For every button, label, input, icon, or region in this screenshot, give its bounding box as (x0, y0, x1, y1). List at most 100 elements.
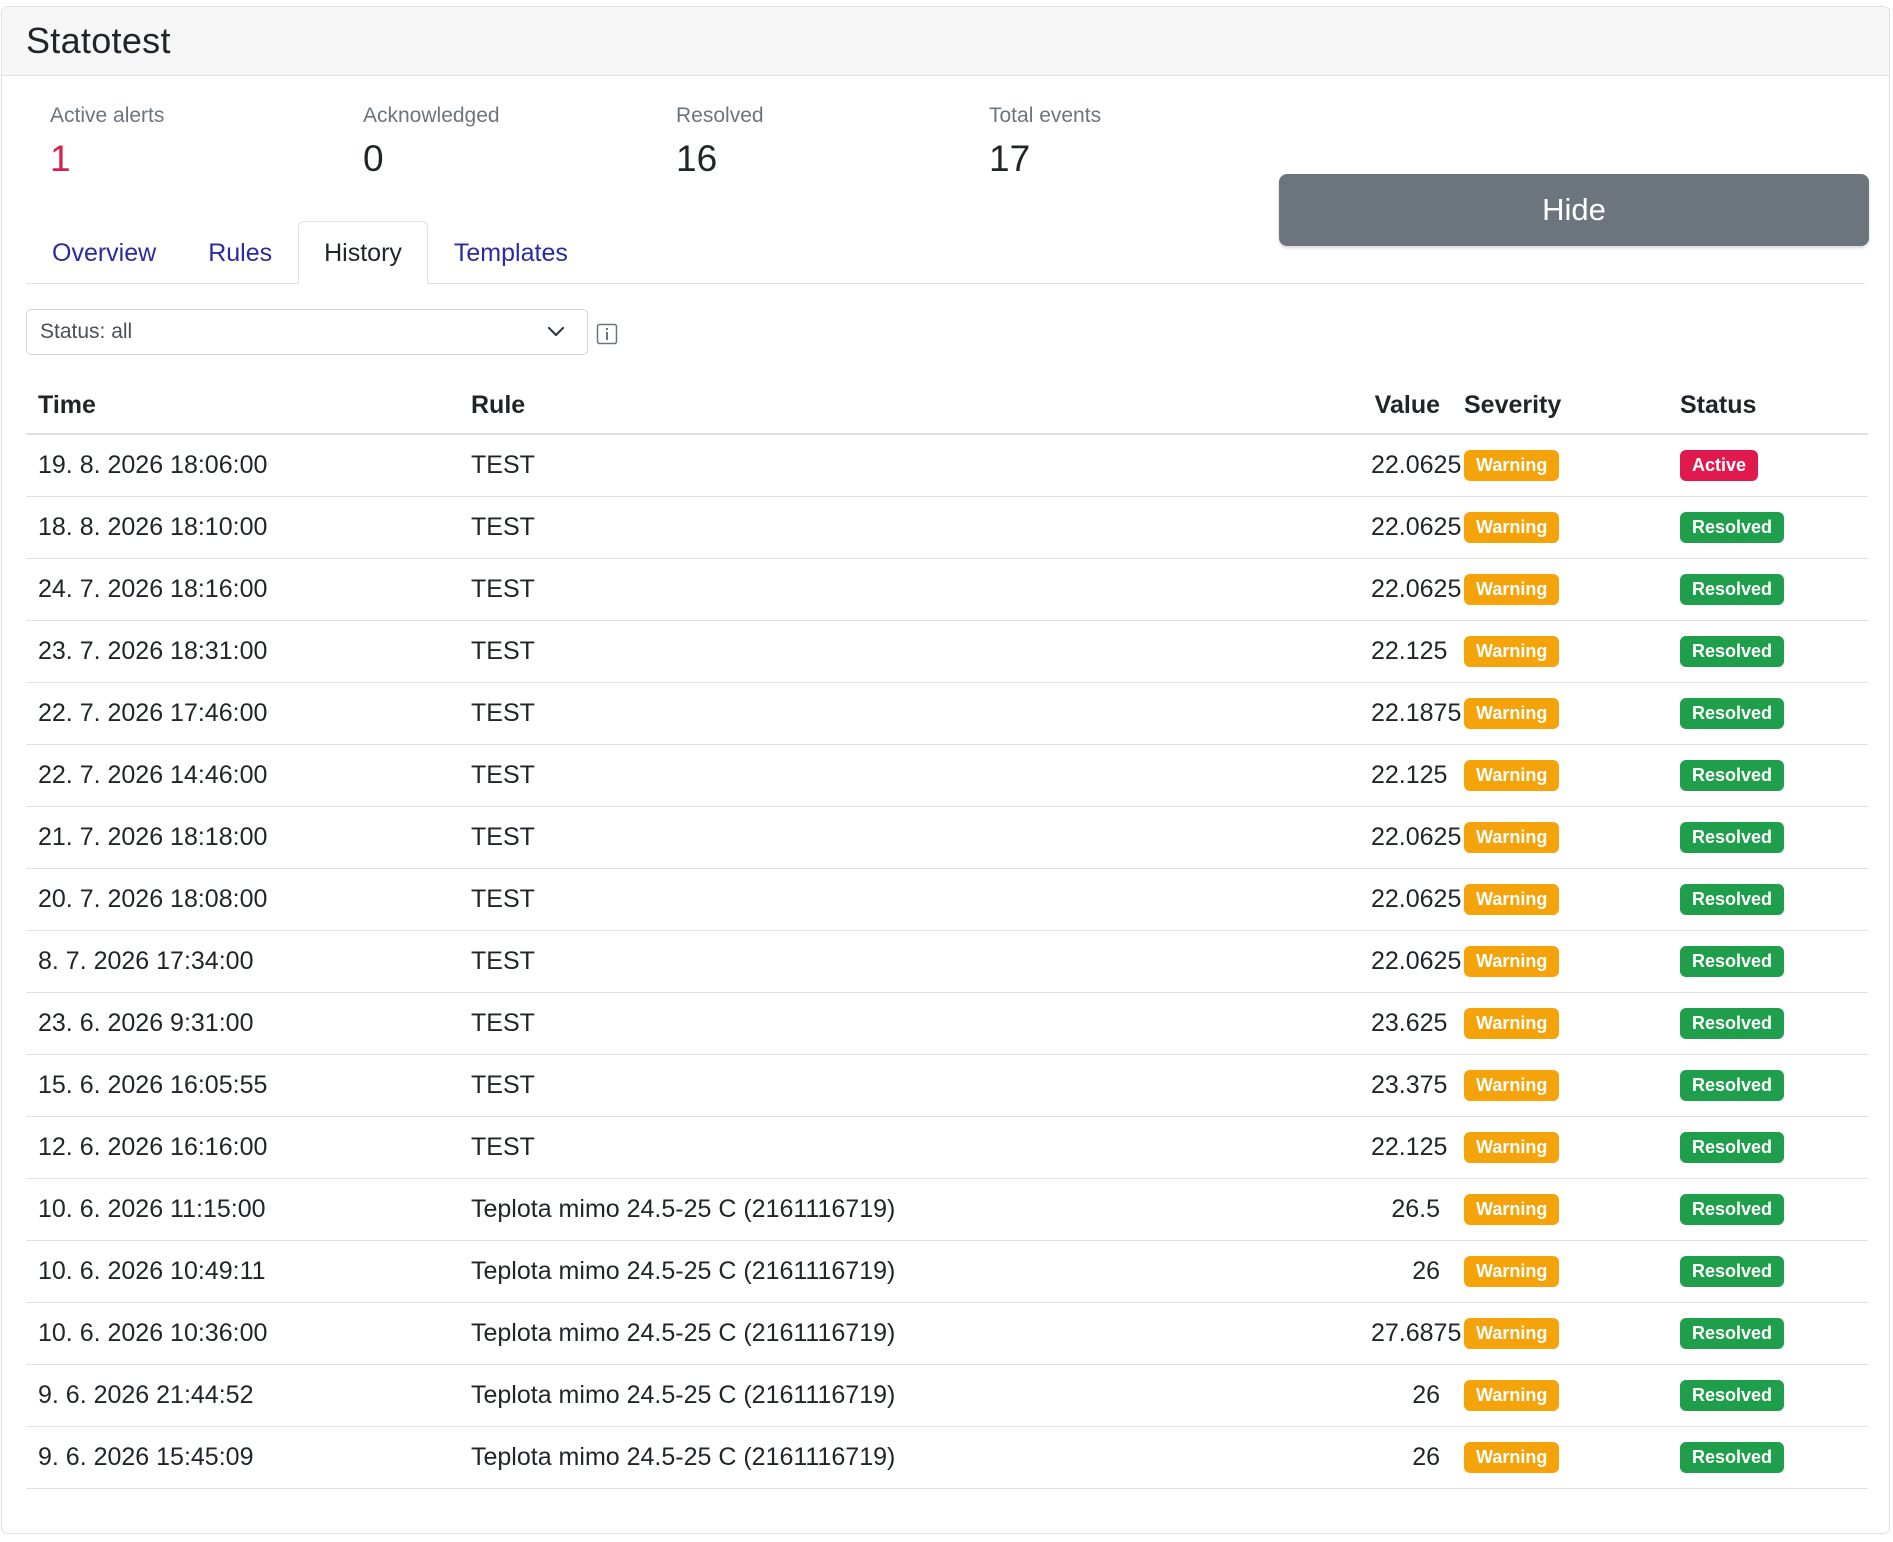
status-badge: Resolved (1680, 512, 1785, 543)
table-header-row: Time Rule Value Severity Status (26, 378, 1868, 435)
cell-value: 22.0625 (1359, 930, 1461, 993)
cell-time: 19. 8. 2026 18:06:00 (26, 434, 459, 497)
status-badge: Resolved (1680, 760, 1785, 791)
stat-label: Total events (989, 104, 1102, 127)
cell-severity: Warning (1452, 1116, 1668, 1179)
severity-badge: Warning (1464, 822, 1560, 853)
cell-time: 23. 7. 2026 18:31:00 (26, 620, 459, 683)
status-badge: Resolved (1680, 636, 1785, 667)
table-row: 10. 6. 2026 10:49:11 Teplota mimo 24.5-25… (26, 1240, 1868, 1303)
cell-value: 22.125 (1359, 744, 1452, 807)
severity-badge: Warning (1464, 1380, 1560, 1411)
cell-time: 9. 6. 2026 21:44:52 (26, 1364, 459, 1427)
severity-badge: Warning (1464, 636, 1560, 667)
cell-rule: TEST (459, 434, 1359, 497)
info-icon[interactable] (596, 323, 618, 345)
cell-severity: Warning (1452, 930, 1668, 993)
table-row: 20. 7. 2026 18:08:00 TEST 22.0625 Warning Re… (26, 868, 1868, 931)
table-row: 23. 6. 2026 9:31:00 TEST 23.625 Warning Reso… (26, 992, 1868, 1055)
cell-rule: TEST (459, 558, 1359, 621)
cell-status: Active (1668, 434, 1868, 497)
cell-time: 23. 6. 2026 9:31:00 (26, 992, 459, 1055)
chevron-down-icon (547, 326, 565, 337)
cell-status: Resolved (1668, 868, 1868, 931)
cell-severity: Warning (1452, 1054, 1668, 1117)
severity-badge: Warning (1464, 574, 1560, 605)
cell-severity: Warning (1452, 558, 1668, 621)
cell-rule: TEST (459, 806, 1359, 869)
hide-button[interactable]: Hide (1279, 174, 1869, 246)
cell-rule: TEST (459, 496, 1359, 559)
cell-severity: Warning (1452, 496, 1668, 559)
status-badge: Resolved (1680, 822, 1785, 853)
cell-rule: TEST (459, 1054, 1359, 1117)
cell-status: Resolved (1668, 992, 1868, 1055)
severity-badge: Warning (1464, 1256, 1560, 1287)
cell-status: Resolved (1668, 1054, 1868, 1117)
cell-rule: TEST (459, 744, 1359, 807)
table-row: 9. 6. 2026 15:45:09 Teplota mimo 24.5-25 … (26, 1426, 1868, 1489)
tab-rules[interactable]: Rules (208, 239, 273, 267)
cell-status: Resolved (1668, 1178, 1868, 1241)
stats-row: Active alerts 1 Acknowledged 0 Resolved … (26, 76, 1865, 221)
status-badge: Resolved (1680, 1070, 1785, 1101)
table-row: 22. 7. 2026 17:46:00 TEST 22.1875 Warning Re… (26, 682, 1868, 745)
page-title: Statotest (26, 20, 171, 61)
cell-status: Resolved (1668, 1426, 1868, 1489)
cell-rule: Teplota mimo 24.5-25 C (2161116719) (459, 1240, 1359, 1303)
cell-time: 22. 7. 2026 14:46:00 (26, 744, 459, 807)
cell-severity: Warning (1452, 868, 1668, 931)
table-row: 18. 8. 2026 18:10:00 TEST 22.0625 Warning Re… (26, 496, 1868, 559)
tab-templates[interactable]: Templates (453, 239, 568, 267)
cell-severity: Warning (1452, 434, 1668, 497)
header-rule: Rule (459, 378, 1359, 435)
cell-time: 10. 6. 2026 10:49:11 (26, 1240, 459, 1303)
stat-label: Active alerts (50, 104, 165, 127)
stat-value: 17 (989, 138, 1031, 179)
table-body: 19. 8. 2026 18:06:00 TEST 22.0625 Warning Ac… (26, 434, 1868, 1489)
status-badge: Resolved (1680, 946, 1785, 977)
cell-time: 21. 7. 2026 18:18:00 (26, 806, 459, 869)
status-badge: Resolved (1680, 1132, 1785, 1163)
cell-value: 23.625 (1359, 992, 1452, 1055)
cell-status: Resolved (1668, 806, 1868, 869)
stat-resolved: Resolved 16 (676, 104, 764, 180)
cell-severity: Warning (1452, 806, 1668, 869)
cell-time: 10. 6. 2026 11:15:00 (26, 1178, 459, 1241)
severity-badge: Warning (1464, 450, 1560, 481)
cell-rule: TEST (459, 868, 1359, 931)
stat-value: 1 (50, 138, 71, 179)
stat-active-alerts: Active alerts 1 (50, 104, 164, 180)
cell-time: 18. 8. 2026 18:10:00 (26, 496, 459, 559)
cell-status: Resolved (1668, 1302, 1868, 1365)
cell-value: 22.0625 (1359, 806, 1461, 869)
severity-badge: Warning (1464, 1008, 1560, 1039)
severity-badge: Warning (1464, 698, 1560, 729)
severity-badge: Warning (1464, 1194, 1560, 1225)
cell-severity: Warning (1452, 744, 1668, 807)
severity-badge: Warning (1464, 1070, 1560, 1101)
cell-time: 8. 7. 2026 17:34:00 (26, 930, 459, 993)
stat-acknowledged: Acknowledged 0 (363, 104, 500, 180)
cell-value: 26 (1359, 1240, 1452, 1303)
status-filter-select[interactable]: Status: all (26, 309, 588, 355)
cell-rule: Teplota mimo 24.5-25 C (2161116719) (459, 1302, 1359, 1365)
cell-value: 26 (1359, 1364, 1452, 1427)
status-badge: Resolved (1680, 884, 1785, 915)
cell-severity: Warning (1452, 1426, 1668, 1489)
cell-value: 23.375 (1359, 1054, 1452, 1117)
cell-time: 22. 7. 2026 17:46:00 (26, 682, 459, 745)
status-badge: Resolved (1680, 1380, 1785, 1411)
cell-status: Resolved (1668, 620, 1868, 683)
cell-time: 24. 7. 2026 18:16:00 (26, 558, 459, 621)
table-row: 10. 6. 2026 11:15:00 Teplota mimo 24.5-25… (26, 1178, 1868, 1241)
cell-time: 20. 7. 2026 18:08:00 (26, 868, 459, 931)
tab-history[interactable]: History (298, 221, 428, 284)
tab-bar: Overview Rules History Templates (26, 221, 1865, 284)
cell-severity: Warning (1452, 1178, 1668, 1241)
cell-value: 26.5 (1359, 1178, 1452, 1241)
status-badge: Resolved (1680, 574, 1785, 605)
status-badge: Active (1680, 450, 1759, 481)
cell-value: 27.6875 (1359, 1302, 1461, 1365)
tab-overview[interactable]: Overview (52, 239, 157, 267)
